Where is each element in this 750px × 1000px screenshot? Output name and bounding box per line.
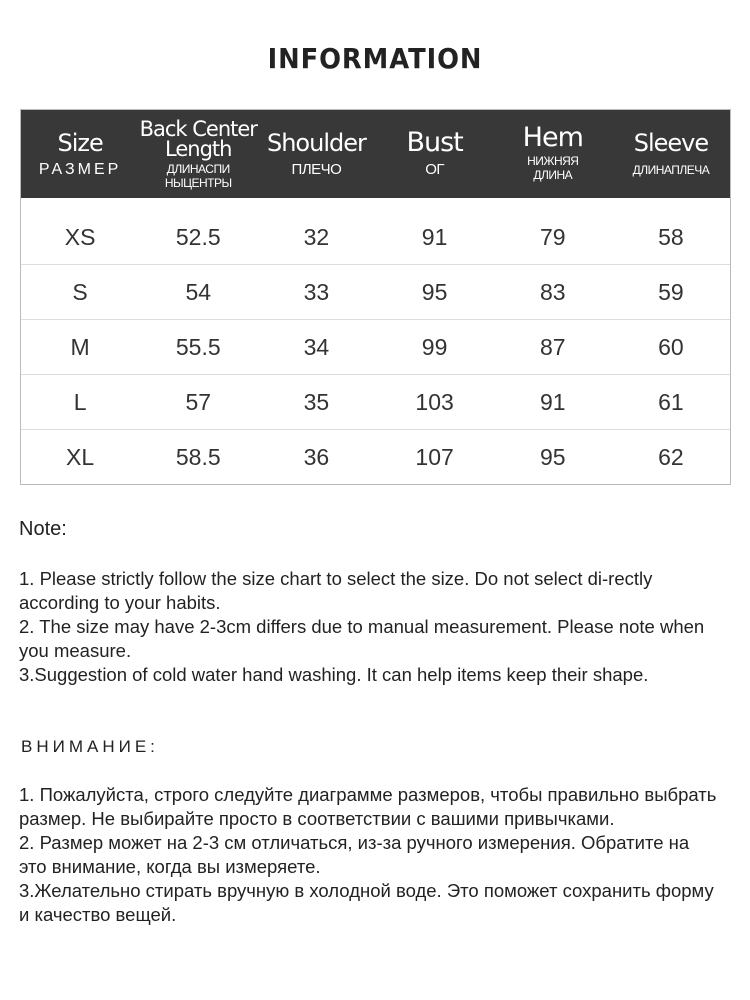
table-cell: 52.5 xyxy=(175,223,221,250)
table-cell: 35 xyxy=(303,388,330,415)
note-ru-item: 2. Размер может на 2-3 см отличаться, из… xyxy=(19,832,690,877)
note-ru-section: ВНИМАНИЕ: 1. Пожалуйста, строго следуйте… xyxy=(19,735,719,927)
table-cell: 58 xyxy=(658,223,684,250)
header-bust: Bust ОГ xyxy=(406,127,463,178)
table-row: L 57 35 103 91 61 xyxy=(21,375,730,430)
table-cell: 95 xyxy=(539,443,566,470)
note-section: Note: 1. Please strictly follow the size… xyxy=(19,517,719,687)
table-cell: 58.5 xyxy=(175,443,221,470)
table-cell: XS xyxy=(64,223,96,250)
note-item: 3.Suggestion of cold water hand washing.… xyxy=(19,664,649,685)
table-cell: 32 xyxy=(303,223,330,250)
table-cell: 103 xyxy=(415,388,454,415)
table-cell: 87 xyxy=(539,333,566,360)
table-cell: 59 xyxy=(658,278,684,305)
table-row: M 55.5 34 99 87 60 xyxy=(21,320,730,375)
table-cell: 33 xyxy=(303,278,330,305)
table-cell: 61 xyxy=(658,388,684,415)
table-cell: 54 xyxy=(185,278,212,305)
size-table: Size РАЗМЕР Back Center Length ДЛИНАСПИ НЫ… xyxy=(20,109,731,485)
table-cell: 107 xyxy=(415,443,454,470)
header-hem: Hem НИЖНЯЯ ДЛИНА xyxy=(522,122,584,182)
note-heading: Note: xyxy=(19,518,67,540)
table-cell: 79 xyxy=(539,223,566,250)
table-cell: 83 xyxy=(539,278,566,305)
table-cell: 91 xyxy=(539,388,566,415)
note-ru-item: 1. Пожалуйста, строго следуйте диаграмме… xyxy=(19,784,717,829)
header-back-center-length: Back Center Length ДЛИНАСПИ НЫЦЕНТРЫ xyxy=(139,116,258,190)
table-cell: 99 xyxy=(421,333,448,360)
header-sleeve: Sleeve ДЛИНАПЛЕЧА xyxy=(632,129,710,177)
table-cell: S xyxy=(72,278,88,305)
header-size: Size РАЗМЕР xyxy=(38,129,122,178)
table-cell: XL xyxy=(66,443,95,470)
note-item: 1. Please strictly follow the size chart… xyxy=(19,568,653,613)
page-title: INFORMATION xyxy=(267,42,483,75)
table-row: XL 58.5 36 107 95 62 xyxy=(21,430,730,484)
note-ru-item: 3.Желательно стирать вручную в холодной … xyxy=(19,880,714,925)
table-cell: 95 xyxy=(421,278,448,305)
note-ru-heading: ВНИМАНИЕ: xyxy=(21,737,159,756)
table-cell: 36 xyxy=(303,443,330,470)
header-shoulder: Shoulder ПЛЕЧО xyxy=(266,129,367,178)
table-row: XS 52.5 32 91 79 58 xyxy=(21,210,730,265)
table-cell: 60 xyxy=(658,333,684,360)
table-cell: 57 xyxy=(185,388,212,415)
note-item: 2. The size may have 2-3cm differs due t… xyxy=(19,616,705,661)
table-cell: 34 xyxy=(303,333,330,360)
table-header: Size РАЗМЕР Back Center Length ДЛИНАСПИ НЫ… xyxy=(21,110,730,198)
table-cell: M xyxy=(70,333,90,360)
table-cell: 62 xyxy=(658,443,684,470)
table-cell: L xyxy=(73,388,87,415)
table-cell: 91 xyxy=(421,223,448,250)
table-cell: 55.5 xyxy=(175,333,221,360)
table-row: S 54 33 95 83 59 xyxy=(21,265,730,320)
table-body: XS 52.5 32 91 79 58 S 54 33 95 83 59 M 55.5 34 99 87 60 L 5… xyxy=(21,198,730,484)
